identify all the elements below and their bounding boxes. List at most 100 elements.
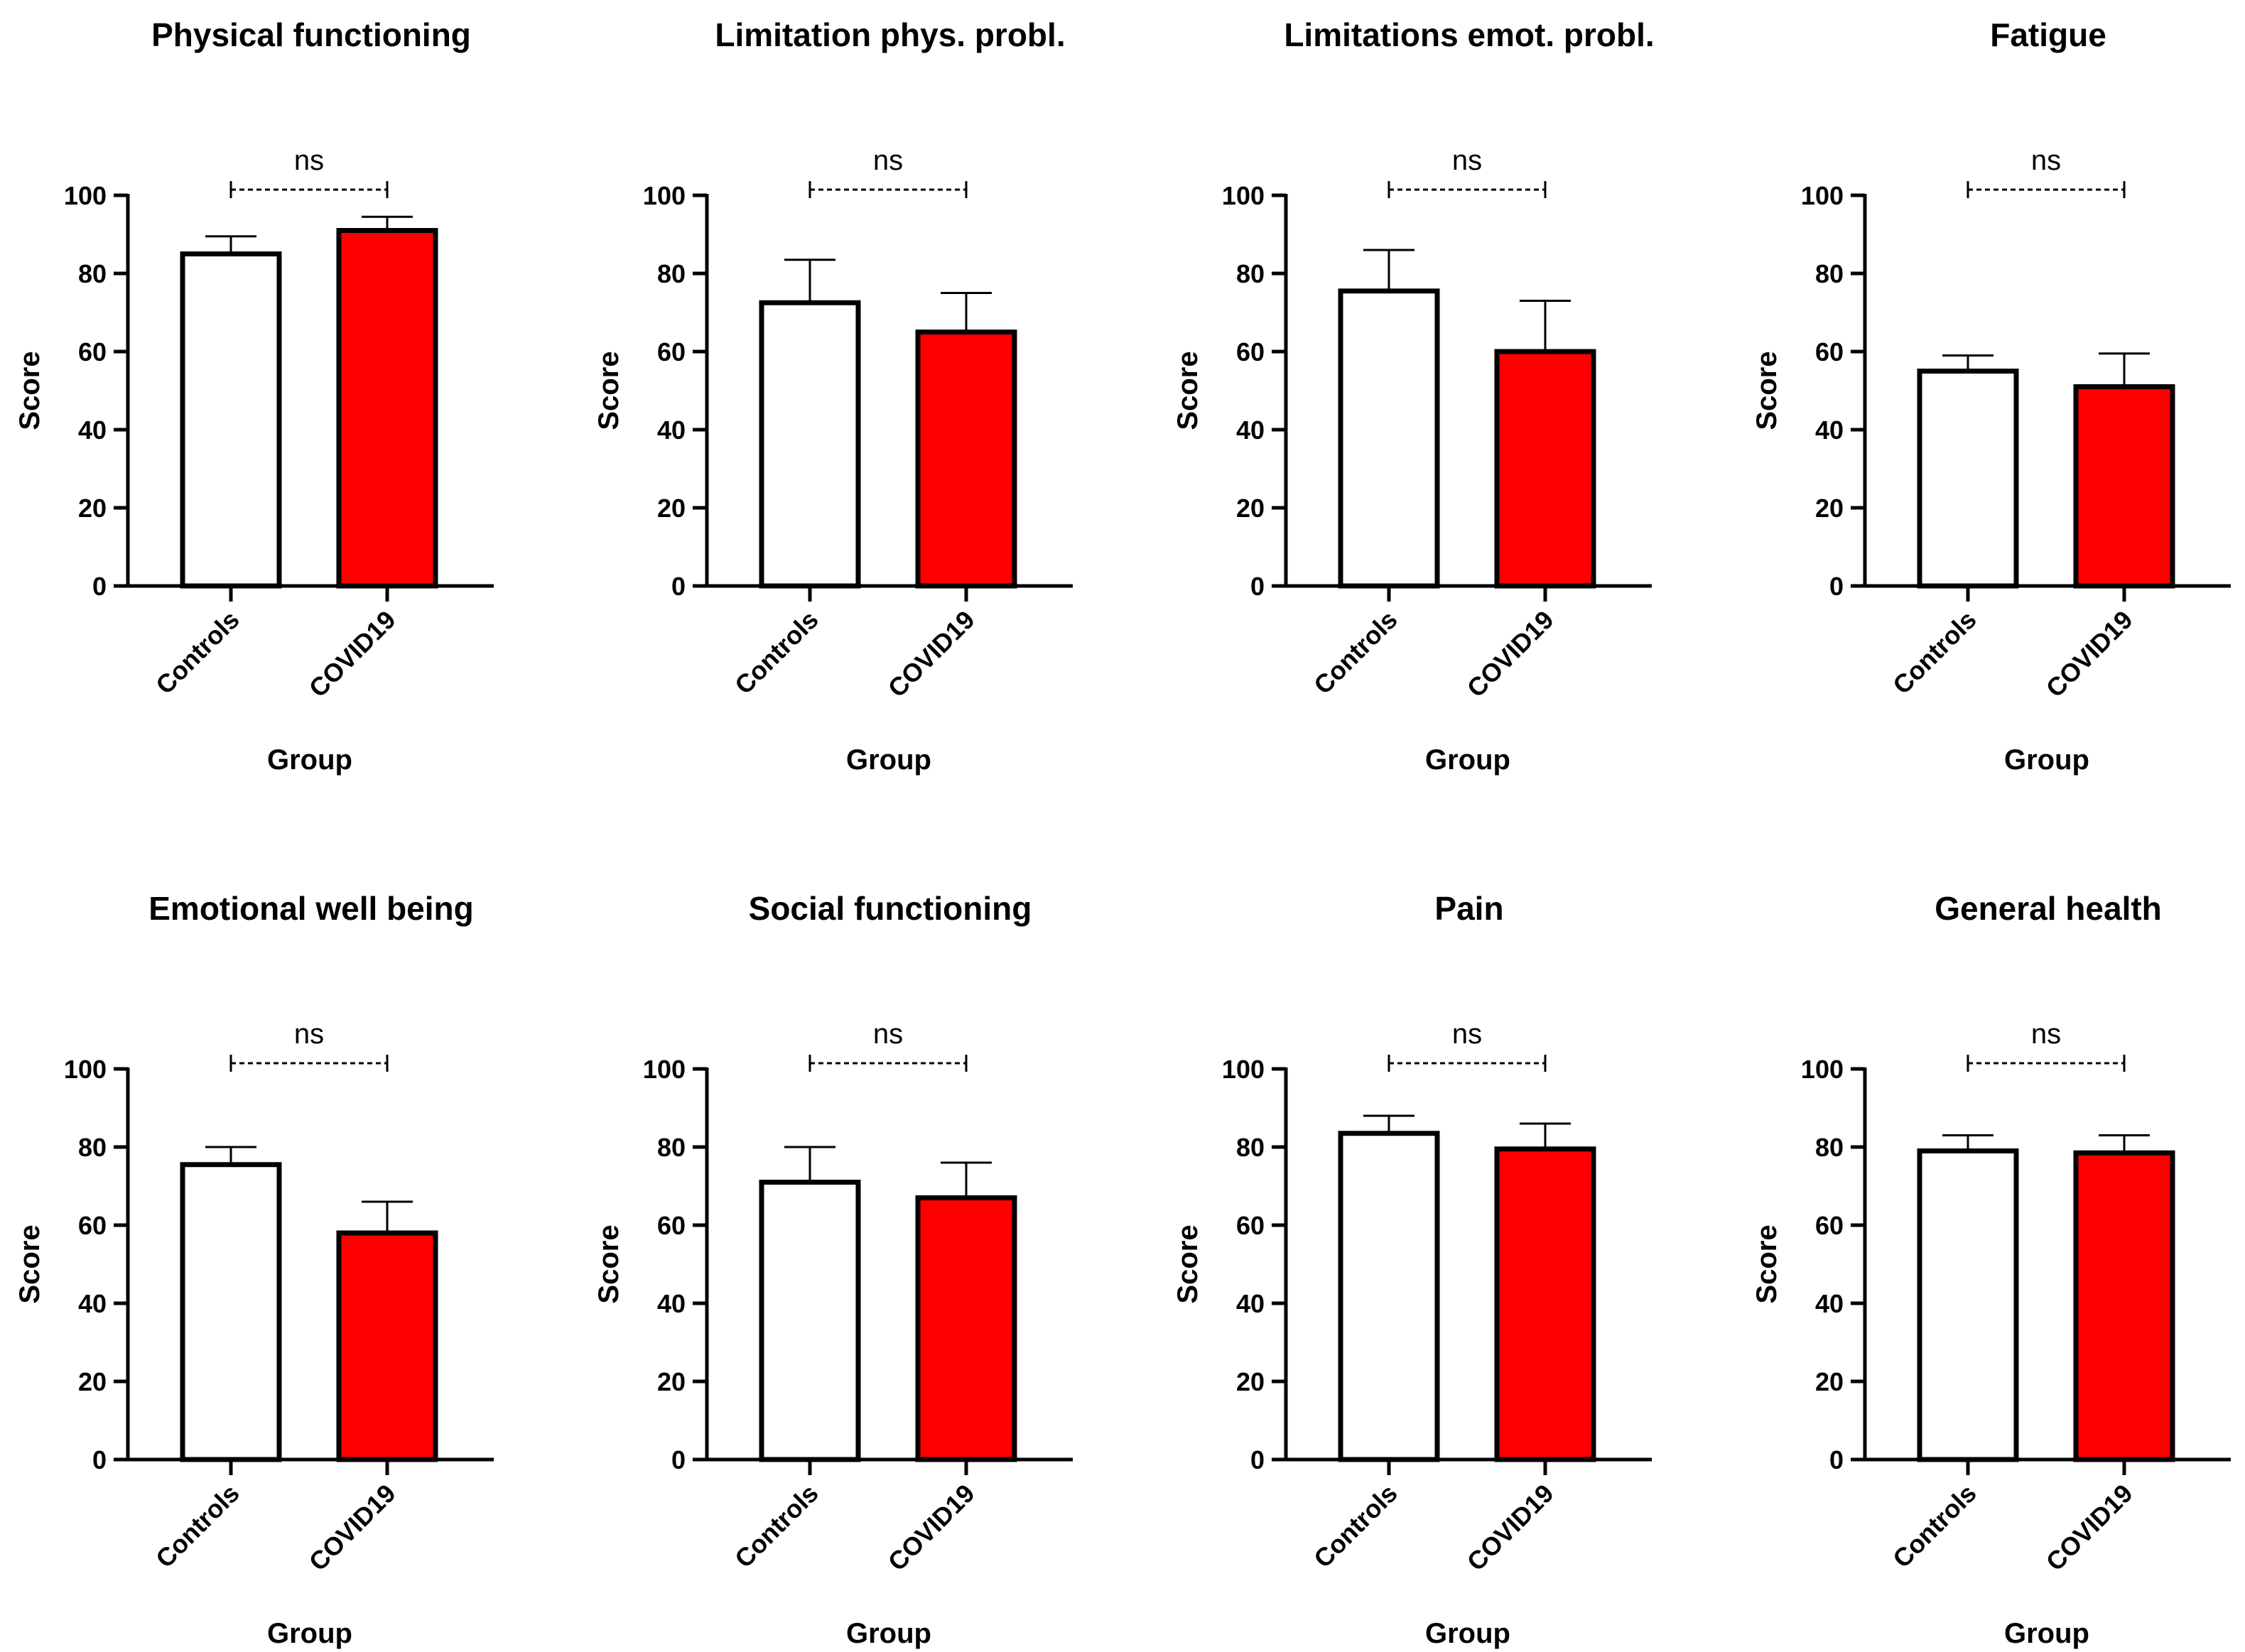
y-tick-label: 80	[1236, 259, 1265, 288]
y-tick-label: 60	[78, 1211, 107, 1240]
x-tick-label: COVID19	[2040, 605, 2138, 703]
bar-controls	[1338, 288, 1440, 589]
chart-panel: General health 0 20 40 60 80 100 Score Controls C…	[1751, 890, 2231, 1649]
x-tick-label: Controls	[729, 605, 824, 700]
y-tick-label: 40	[1815, 415, 1844, 445]
chart-panel: Emotional well being 0 20 40 60 80 100 Score Con…	[14, 890, 494, 1649]
y-tick-label: 40	[1236, 415, 1265, 445]
y-tick-label: 0	[1250, 1445, 1265, 1474]
y-tick-label: 60	[657, 1211, 686, 1240]
significance-label: ns	[294, 1018, 324, 1050]
y-tick-label: 80	[78, 1133, 107, 1162]
x-tick-label: Controls	[1887, 605, 1982, 700]
y-axis-label: Score	[1751, 351, 1783, 430]
x-axis-label: Group	[1425, 1618, 1510, 1649]
y-tick-label: 20	[1236, 1367, 1265, 1396]
x-tick-label: COVID19	[1461, 1479, 1559, 1577]
bar-covid19	[1494, 349, 1596, 589]
y-tick-label: 60	[1815, 337, 1844, 366]
y-tick-label: 40	[78, 415, 107, 445]
x-axis-label: Group	[846, 1618, 931, 1649]
significance-label: ns	[873, 145, 903, 176]
bar-covid19	[336, 228, 438, 589]
chart-title: Limitation phys. probl.	[715, 16, 1065, 53]
bar-controls	[759, 1180, 861, 1462]
x-axis-label: Group	[2004, 1618, 2089, 1649]
x-axis-label: Group	[846, 744, 931, 776]
bar-covid19	[915, 1195, 1017, 1462]
x-axis-label: Group	[267, 1618, 352, 1649]
x-tick-label: COVID19	[2040, 1479, 2138, 1577]
y-tick-label: 60	[78, 337, 107, 366]
bar-controls	[1917, 369, 2019, 589]
x-tick-label: COVID19	[1461, 605, 1559, 703]
y-tick-label: 100	[64, 1055, 107, 1084]
y-tick-label: 80	[1815, 1133, 1844, 1162]
chart-panel: Pain 0 20 40 60 80 100 Score Controls COVID19 Grou…	[1172, 890, 1652, 1649]
chart-title: Pain	[1434, 890, 1503, 927]
chart-title: Social functioning	[749, 890, 1032, 927]
x-tick-label: Controls	[1887, 1479, 1982, 1574]
y-tick-label: 20	[657, 494, 686, 523]
y-axis-label: Score	[593, 1224, 624, 1303]
x-tick-label: Controls	[1308, 1479, 1403, 1574]
chart-panel: Physical functioning 0 20 40 60 80 100 Score Con…	[14, 16, 494, 776]
bar-covid19	[2073, 384, 2175, 589]
significance-label: ns	[2031, 1018, 2061, 1050]
y-tick-label: 0	[1829, 572, 1844, 601]
y-tick-label: 80	[657, 1133, 686, 1162]
x-tick-label: COVID19	[303, 605, 401, 703]
y-tick-label: 40	[1815, 1289, 1844, 1318]
significance-label: ns	[2031, 145, 2061, 176]
y-tick-label: 0	[1250, 572, 1265, 601]
y-tick-label: 20	[1815, 1367, 1844, 1396]
x-tick-label: Controls	[1308, 605, 1403, 700]
y-tick-label: 100	[1222, 1055, 1265, 1084]
y-tick-label: 0	[671, 572, 686, 601]
y-axis-label: Score	[593, 351, 624, 430]
y-tick-label: 40	[657, 1289, 686, 1318]
chart-title: Physical functioning	[151, 16, 471, 53]
chart-panel: Limitations emot. probl. 0 20 40 60 80 100 Scor…	[1172, 16, 1655, 776]
y-tick-label: 40	[78, 1289, 107, 1318]
bar-covid19	[915, 330, 1017, 589]
y-axis-label: Score	[1172, 1224, 1203, 1303]
y-tick-label: 60	[1815, 1211, 1844, 1240]
y-tick-label: 80	[1236, 1133, 1265, 1162]
y-tick-label: 100	[64, 181, 107, 210]
x-tick-label: COVID19	[882, 1479, 980, 1577]
bar-covid19	[336, 1230, 438, 1462]
chart-title: Emotional well being	[148, 890, 473, 927]
y-tick-label: 0	[92, 572, 107, 601]
y-tick-label: 20	[1236, 494, 1265, 523]
y-tick-label: 40	[657, 415, 686, 445]
significance-label: ns	[873, 1018, 903, 1050]
chart-title: Fatigue	[1990, 16, 2106, 53]
chart-title: General health	[1935, 890, 2162, 927]
y-tick-label: 80	[657, 259, 686, 288]
significance-label: ns	[1452, 145, 1482, 176]
bar-controls	[1338, 1131, 1440, 1462]
y-axis-label: Score	[14, 1224, 45, 1303]
x-axis-label: Group	[2004, 744, 2089, 776]
significance-label: ns	[294, 145, 324, 176]
bar-controls	[180, 251, 282, 589]
significance-label: ns	[1452, 1018, 1482, 1050]
y-tick-label: 0	[92, 1445, 107, 1474]
y-tick-label: 40	[1236, 1289, 1265, 1318]
y-tick-label: 20	[78, 494, 107, 523]
y-tick-label: 100	[1222, 181, 1265, 210]
y-axis-label: Score	[1172, 351, 1203, 430]
y-tick-label: 60	[1236, 337, 1265, 366]
x-tick-label: Controls	[150, 1479, 245, 1574]
y-tick-label: 100	[643, 181, 686, 210]
y-tick-label: 80	[1815, 259, 1844, 288]
chart-title: Limitations emot. probl.	[1284, 16, 1654, 53]
x-tick-label: Controls	[150, 605, 245, 700]
y-tick-label: 60	[657, 337, 686, 366]
y-tick-label: 60	[1236, 1211, 1265, 1240]
y-tick-label: 20	[1815, 494, 1844, 523]
y-tick-label: 0	[671, 1445, 686, 1474]
x-tick-label: COVID19	[303, 1479, 401, 1577]
